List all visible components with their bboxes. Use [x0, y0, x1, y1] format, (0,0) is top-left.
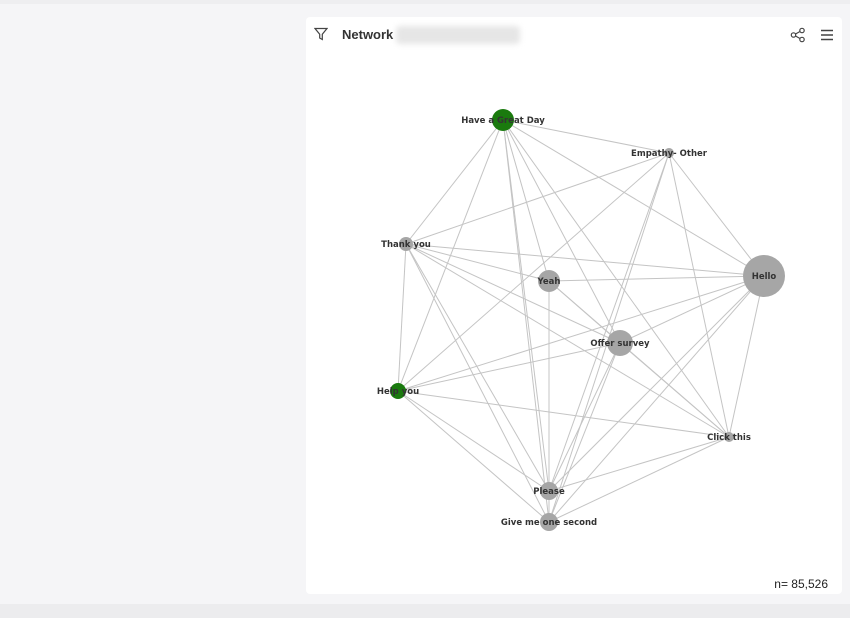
edge-hello-please — [548, 275, 765, 492]
bottom-bar — [0, 604, 850, 618]
edge-hello-offer — [619, 275, 765, 344]
node-circle[interactable] — [492, 109, 514, 131]
edge-hello-help — [397, 275, 765, 392]
edge-offer-help — [397, 342, 621, 392]
panel-header: Network — [306, 17, 842, 53]
edge-hgd-yeah — [502, 119, 550, 282]
node-offer[interactable]: Offer survey — [590, 330, 650, 356]
node-hgd[interactable]: Have a Great Day — [461, 109, 545, 131]
edge-hgd-emp — [502, 119, 670, 154]
redacted-subtitle — [396, 26, 520, 44]
node-thx[interactable]: Thank you — [381, 237, 431, 251]
node-label: Help you — [377, 387, 419, 397]
node-circle[interactable] — [607, 330, 633, 356]
edge-thx-click — [405, 243, 730, 438]
node-please[interactable]: Please — [533, 482, 565, 500]
node-label: Have a Great Day — [461, 116, 545, 126]
node-circle[interactable] — [390, 383, 406, 399]
node-circle[interactable] — [538, 270, 560, 292]
network-panel: Network Have a Great Day Empathy- Other Th… — [306, 17, 842, 594]
node-help[interactable]: Help you — [377, 383, 419, 399]
node-label: Please — [533, 487, 565, 497]
node-hello[interactable]: Hello — [743, 255, 785, 297]
edge-thx-help — [397, 243, 407, 392]
node-label: Thank you — [381, 240, 431, 250]
edge-thx-hello — [405, 243, 765, 277]
edge-thx-please — [405, 243, 550, 492]
edge-emp-help — [397, 152, 670, 392]
node-circle[interactable] — [664, 148, 674, 158]
network-graph: Have a Great Day Empathy- Other Thank you Y… — [377, 109, 785, 531]
filter-icon[interactable] — [314, 27, 328, 41]
node-circle[interactable] — [540, 482, 558, 500]
edge-yeah-hello — [548, 275, 765, 282]
node-yeah[interactable]: Yeah — [537, 270, 561, 292]
edge-emp-click — [668, 152, 730, 438]
edge-hgd-offer — [502, 119, 621, 344]
node-label: Give me one second — [501, 518, 597, 528]
edge-help-click — [397, 390, 730, 438]
share-icon[interactable] — [790, 27, 806, 43]
edge-hgd-please — [502, 119, 550, 492]
node-circle[interactable] — [399, 237, 413, 251]
sample-size: n= 85,526 — [774, 577, 828, 591]
node-click[interactable]: Click this — [707, 432, 751, 443]
edge-offer-click — [619, 342, 730, 438]
edge-hgd-click — [502, 119, 730, 438]
edge-thx-give — [405, 243, 550, 523]
panel-title: Network — [342, 27, 394, 42]
node-give[interactable]: Give me one second — [501, 513, 597, 531]
node-label: Offer survey — [590, 339, 650, 349]
edge-hgd-hello — [502, 119, 765, 277]
edge-hello-give — [548, 275, 765, 523]
edge-emp-hello — [668, 152, 765, 277]
node-circle[interactable] — [540, 513, 558, 531]
edge-hgd-give — [502, 119, 550, 523]
node-label: Yeah — [537, 277, 561, 287]
edge-hgd-thx — [405, 119, 504, 245]
edge-help-please — [397, 390, 550, 492]
node-label: Click this — [707, 433, 751, 443]
node-circle[interactable] — [743, 255, 785, 297]
edge-click-give — [548, 436, 730, 523]
edge-offer-give — [548, 342, 621, 523]
edge-help-give — [397, 390, 550, 523]
node-circle[interactable] — [724, 432, 734, 442]
edge-emp-please — [548, 152, 670, 492]
edge-emp-thx — [405, 152, 670, 245]
node-emp[interactable]: Empathy- Other — [631, 148, 708, 159]
edge-thx-offer — [405, 243, 621, 344]
hamburger-menu-icon[interactable] — [819, 27, 835, 43]
edge-click-please — [548, 436, 730, 492]
edge-thx-yeah — [405, 243, 550, 282]
edge-hello-click — [728, 275, 765, 438]
top-bar — [0, 0, 850, 4]
node-label: Hello — [752, 272, 777, 282]
node-label: Empathy- Other — [631, 149, 708, 159]
